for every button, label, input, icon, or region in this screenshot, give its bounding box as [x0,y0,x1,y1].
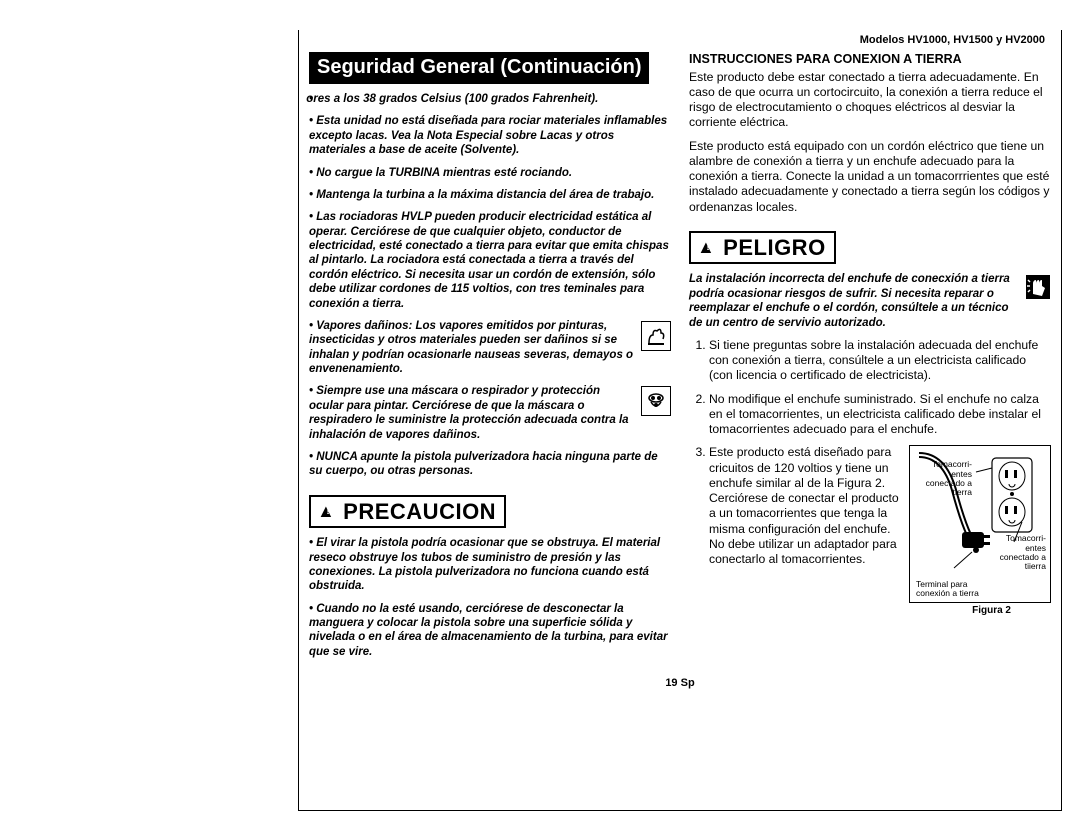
peligro-warning-text: La instalación incorrecta del enchufe de… [689,272,1051,330]
left-column: Seguridad General (Continuación) ores a … [309,52,671,667]
section-title-box: Seguridad General (Continuación) [309,52,649,84]
content-columns: Seguridad General (Continuación) ores a … [309,52,1051,667]
bullet-4: Mantenga la turbina a la máxima distanci… [309,188,671,202]
precaucion-box: ▲ ! PRECAUCION [309,495,506,529]
fig-label-2: Tomacorri-entes conectado a tiierra [990,534,1046,571]
list-item-3: Tomacorri-entes conectado a tierra Tomac… [709,445,1051,567]
para-2: Este producto está equipado con un cordó… [689,139,1051,215]
para-1: Este producto debe estar conectado a tie… [689,70,1051,131]
bullet-5: Las rociadoras HVLP pueden producir elec… [309,210,671,311]
right-column: INSTRUCCIONES PARA CONEXION A TIERRA Est… [689,52,1051,667]
bullet-1: ores a los 38 grados Celsius (100 grados… [309,92,671,106]
figure-caption: Figura 2 [972,605,1011,618]
bullet-3: No cargue la TURBINA mientras esté rocia… [309,166,671,180]
bullet-10: Cuando no la esté usando, cerciórese de … [309,602,671,660]
page-number: 19 Sp [309,667,1051,689]
list-item-3-text-a: Este producto está diseñado para cricuit… [709,445,899,520]
bullet-9: El virar la pistola podría ocasionar que… [309,536,671,594]
bullet-7-wrap: Siempre use una máscara o respirador y p… [309,384,671,442]
figure-2-box: Tomacorri-entes conectado a tierra Tomac… [909,445,1051,603]
fig-label-1: Tomacorri-entes conectado a tierra [918,460,972,497]
bullet-2: Esta unidad no está diseñada para rociar… [309,114,671,157]
bullet-7: Siempre use una máscara o respirador y p… [309,384,671,442]
peligro-box: ▲ ! PELIGRO [689,231,836,265]
numbered-list: Si tiene preguntas sobre la instalación … [689,338,1051,568]
bullet-8: NUNCA apunte la pistola pulverizadora ha… [309,450,671,479]
instructions-heading: INSTRUCCIONES PARA CONEXION A TIERRA [689,52,1051,68]
fig-label-3: Terminal para conexión a tierra [916,580,996,599]
bullet-6-wrap: Vapores dañinos: Los vapores emitidos po… [309,319,671,377]
list-item-2: No modifique el enchufe suministrado. Si… [709,392,1051,438]
list-item-3-text-b: misma configuración del enchufe. No debe… [709,522,897,567]
precaucion-label: PRECAUCION [343,498,496,526]
fumes-icon [641,321,671,351]
hand-shock-icon [1025,274,1051,300]
page-container: Modelos HV1000, HV1500 y HV2000 Segurida… [298,30,1062,811]
bullet-6: Vapores dañinos: Los vapores emitidos po… [309,319,671,377]
model-header: Modelos HV1000, HV1500 y HV2000 [309,30,1051,52]
peligro-label: PELIGRO [723,234,826,262]
mask-icon [641,386,671,416]
list-item-1: Si tiene preguntas sobre la instalación … [709,338,1051,384]
peligro-warning-wrap: La instalación incorrecta del enchufe de… [689,272,1051,330]
